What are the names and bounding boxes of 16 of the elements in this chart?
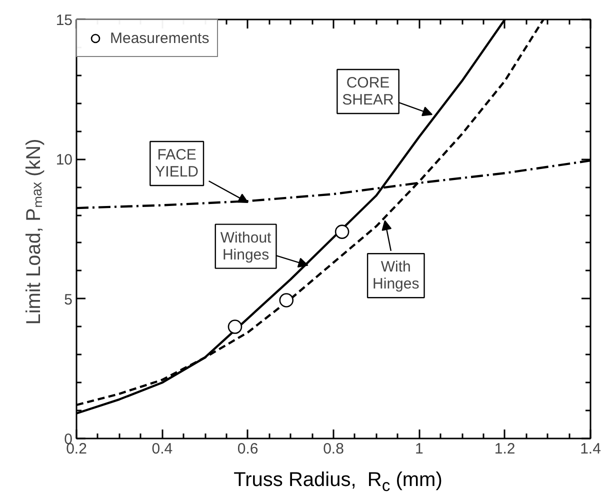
x-tick-label: 1.4 [580, 440, 601, 458]
y-tick-label: 5 [64, 291, 72, 308]
y-axis-title: Limit Load, Pₘₐₓ (kN) [22, 138, 45, 325]
x-tick-label: 0.4 [152, 440, 173, 458]
x-axis-title: Truss Radius, R$_{c}$ (mm) [234, 469, 442, 492]
annotation: CORE SHEAR [342, 74, 394, 108]
x-tick-label: 1.2 [494, 440, 516, 458]
y-tick-label: 10 [56, 152, 73, 169]
annotation: Without Hinges [220, 229, 272, 264]
annotation: With Hinges [372, 258, 420, 293]
legend-label: Measurements [110, 30, 210, 46]
annotation: FACE YIELD [155, 146, 199, 180]
x-tick-label: 0.6 [237, 440, 258, 458]
x-tick-label: 1 [414, 440, 424, 458]
y-tick-label: 15 [56, 12, 73, 29]
x-tick-label: 0.8 [323, 440, 344, 458]
